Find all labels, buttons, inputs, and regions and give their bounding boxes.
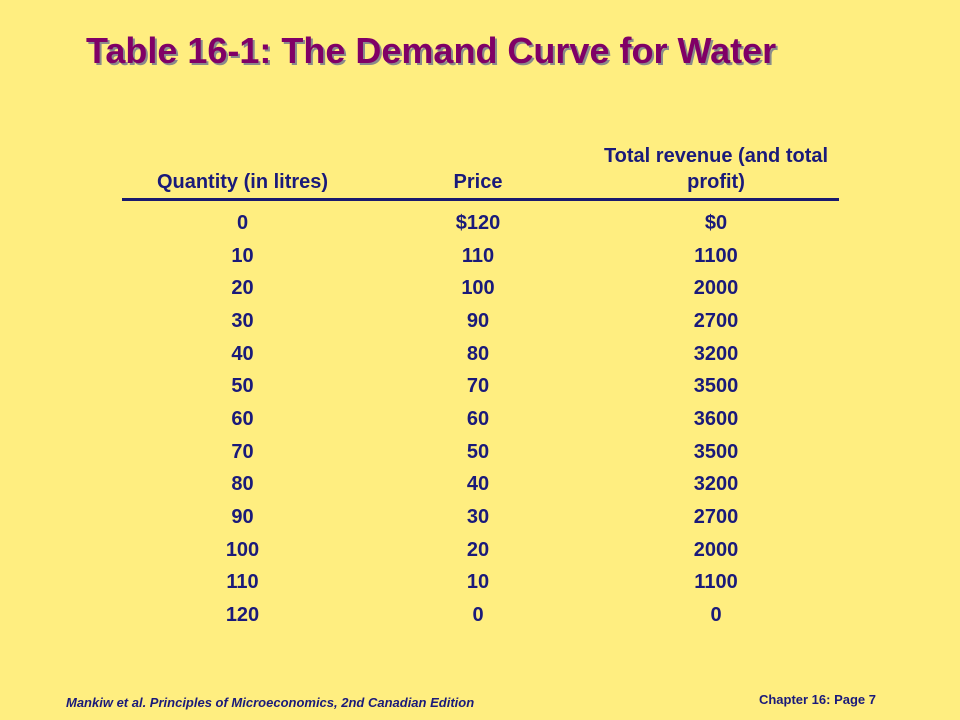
cell-quantity: 40: [231, 342, 254, 365]
table-row: 20 100 2000: [122, 272, 839, 305]
cell-quantity: 120: [225, 604, 260, 627]
cell-total-revenue: 2700: [693, 309, 739, 332]
cell-total-revenue: 2700: [693, 506, 739, 529]
cell-total-revenue: 2000: [693, 538, 739, 561]
cell-quantity: 70: [231, 440, 254, 463]
table-row: 110 10 1100: [122, 567, 839, 600]
table-header: Quantity (in litres) Price Total revenue…: [122, 140, 839, 201]
cell-quantity: 110: [226, 571, 259, 594]
cell-price: 90: [466, 309, 490, 332]
cell-total-revenue: 3200: [693, 473, 739, 496]
cell-total-revenue: 3500: [693, 375, 739, 398]
table-row: 10 110 1100: [122, 240, 839, 273]
cell-price: 80: [466, 342, 490, 365]
cell-total-revenue: 1100: [694, 244, 738, 267]
cell-price: 70: [466, 375, 490, 398]
header-price: Price: [453, 171, 503, 193]
header-quantity: Quantity (in litres): [156, 171, 329, 193]
cell-total-revenue: 3500: [693, 440, 739, 463]
demand-table: Quantity (in litres) Price Total revenue…: [122, 140, 839, 632]
cell-quantity: 0: [236, 211, 249, 234]
table-row: 70 50 3500: [122, 436, 839, 469]
cell-quantity: 100: [225, 538, 260, 561]
cell-price: 10: [466, 571, 490, 594]
cell-quantity: 80: [231, 473, 254, 496]
cell-price: 30: [466, 506, 490, 529]
cell-quantity: 30: [231, 309, 254, 332]
table-row: 60 60 3600: [122, 403, 839, 436]
table-row: 50 70 3500: [122, 370, 839, 403]
cell-price: 100: [461, 277, 495, 300]
table-row: 80 40 3200: [122, 469, 839, 502]
cell-total-revenue: 1100: [694, 571, 738, 594]
table-row: 0 $120 $0: [122, 207, 839, 240]
cell-total-revenue: 3200: [693, 342, 739, 365]
table-row: 90 30 2700: [122, 501, 839, 534]
cell-total-revenue: $0: [704, 211, 728, 234]
cell-total-revenue: 2000: [693, 277, 739, 300]
table-row: 30 90 2700: [122, 305, 839, 338]
cell-quantity: 20: [231, 277, 254, 300]
cell-quantity: 90: [231, 506, 254, 529]
header-total-revenue: Total revenue (and total profit): [603, 145, 829, 193]
table-row: 40 80 3200: [122, 338, 839, 371]
cell-price: 40: [466, 473, 490, 496]
cell-price: 60: [466, 407, 490, 430]
page-number: Chapter 16: Page 7: [758, 692, 876, 707]
cell-price: 110: [461, 244, 495, 267]
citation: Mankiw et al. Principles of Microeconomi…: [66, 695, 475, 710]
cell-quantity: 50: [231, 375, 254, 398]
cell-price: 20: [466, 538, 490, 561]
table-row: 120 0 0: [122, 599, 839, 632]
cell-price: 0: [472, 604, 484, 627]
cell-price: $120: [455, 211, 501, 234]
table-row: 100 20 2000: [122, 534, 839, 567]
table-body: 0 $120 $0 10 110 1100 20 100 2000 30 90 2700 40 80 320…: [122, 207, 839, 632]
page-title: Table 16-1: The Demand Curve for Water: [86, 30, 777, 71]
cell-quantity: 10: [231, 244, 254, 267]
cell-quantity: 60: [231, 407, 254, 430]
cell-total-revenue: 3600: [693, 407, 739, 430]
cell-total-revenue: 0: [710, 604, 722, 627]
cell-price: 50: [466, 440, 490, 463]
